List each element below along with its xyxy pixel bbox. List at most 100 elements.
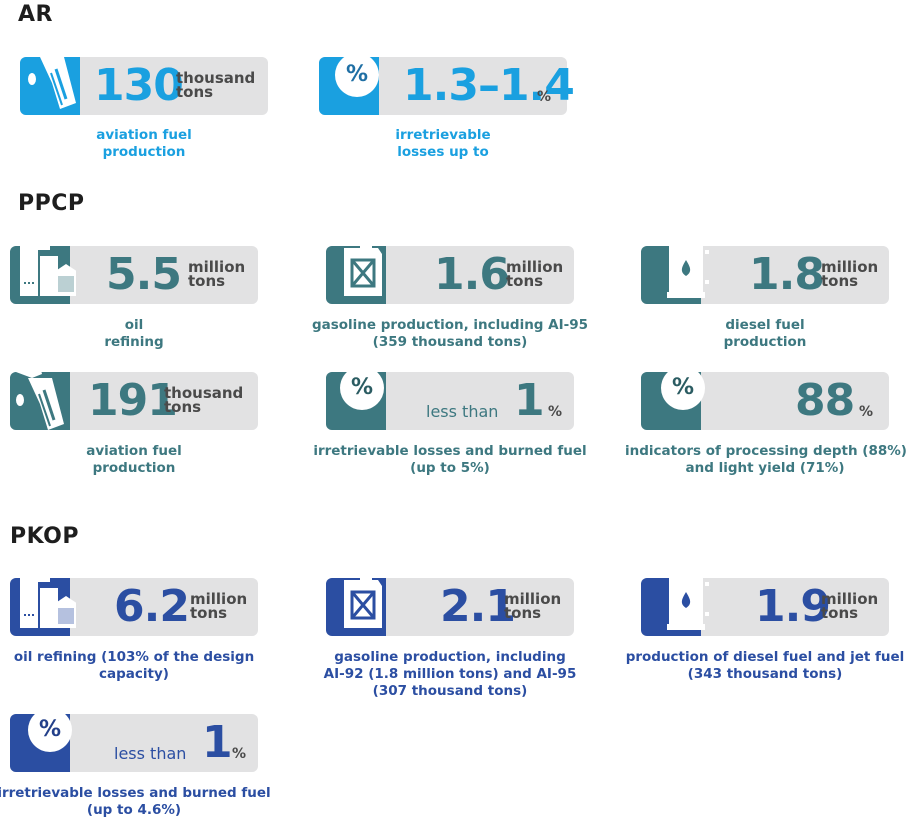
caption-line: (359 thousand tons) [372,334,528,350]
stat-card-ppcp-aviation-fuel: 191 thousand tons [10,366,258,430]
stat-caption: aviation fuel production [44,127,244,161]
stat-unit: million tons [821,258,899,290]
stat-value: 1.3–1.4 [403,60,575,111]
jerrycan-icon [344,572,382,628]
stat-value: 1 [514,375,545,426]
stat-unit: million tons [821,590,899,622]
oil-barrel-icon [667,238,709,298]
caption-line: irretrievable [395,127,491,143]
stat-card-ppcp-oil-refining: 5.5 million tons [10,240,258,304]
unit-line: tons [504,604,542,622]
stat-card-pkop-diesel-jet: 1.9 million tons [641,570,889,636]
stat-value: 1.9 [755,581,831,632]
unit-line: tons [190,604,228,622]
caption-line: production [92,460,176,476]
fuel-nozzle-icon [16,366,64,430]
caption-line: irretrievable losses and burned fuel [0,785,271,801]
stat-caption: oil refining (103% of the design capacit… [0,649,274,683]
stat-caption: aviation fuel production [34,443,234,477]
caption-line: gasoline production, including AI-95 [311,317,589,333]
stat-value: 5.5 [106,249,182,300]
caption-line: and light yield (71%) [685,460,845,476]
caption-line: aviation fuel [86,443,182,459]
stat-card-ppcp-losses: % less than 1 % [326,366,574,430]
unit-line: million [190,590,248,608]
unit-line: tons [506,272,544,290]
unit-line: tons [821,272,859,290]
jerrycan-icon [344,240,382,296]
caption-line: losses up to [397,144,489,160]
stat-unit: % [537,89,552,105]
unit-line: million [821,590,879,608]
stat-prefix: less than [114,744,187,763]
unit-line: thousand [176,69,256,87]
stat-caption: indicators of processing depth (88%) and… [625,443,907,477]
stat-caption: irretrievable losses and burned fuel (up… [0,785,279,819]
caption-line: (307 thousand tons) [372,683,528,699]
caption-line: diesel fuel [725,317,805,333]
caption-line: (up to 5%) [410,460,490,476]
stat-card-pkop-gasoline: 2.1 million tons [326,572,574,636]
section-title-ar: AR [18,2,53,27]
refinery-icon [20,572,76,628]
caption-line: oil refining (103% of the design [13,649,255,665]
stat-value: 88 [795,375,855,426]
caption-line: indicators of processing depth (88%) [625,443,907,459]
fuel-nozzle-icon [28,45,76,109]
stat-unit: million tons [506,260,584,290]
stat-unit: % [859,404,874,420]
unit-line: million [504,590,562,608]
caption-line: capacity) [99,666,169,682]
stat-caption: gasoline production, including AI-95 (35… [300,317,600,351]
stat-value: 2.1 [440,581,516,632]
stat-value: 1.8 [749,249,825,300]
percent-icon: % [335,53,379,97]
stat-card-ar-losses: % 1.3–1.4 % [319,53,575,115]
caption-line: AI-92 (1.8 million tons) and AI-95 [323,666,577,682]
percent-icon: % [340,366,384,410]
caption-line: aviation fuel [96,127,192,143]
caption-line: oil [124,317,144,333]
stat-unit: % [548,404,563,420]
stat-card-pkop-oil-refining: 6.2 million tons [10,572,258,636]
stat-caption: diesel fuel production [665,317,865,351]
unit-line: tons [164,398,202,416]
caption-line: refining [104,334,164,350]
caption-line: irretrievable losses and burned fuel [313,443,587,459]
stat-card-pkop-losses: % less than 1 % [10,708,258,772]
caption-line: production [102,144,186,160]
stat-card-ppcp-gasoline: 1.6 million tons [326,240,574,304]
stat-caption: irretrievable losses and burned fuel (up… [300,443,600,477]
unit-line: million [188,258,246,276]
caption-line: (up to 4.6%) [86,802,182,818]
percent-icon: % [28,708,72,752]
stat-card-ppcp-diesel: 1.8 million tons [641,238,889,304]
unit-line: tons [188,272,226,290]
section-title-ppcp: PPCP [18,191,85,216]
stat-unit: % [232,746,247,762]
refinery-icon [20,240,76,296]
stat-value: 1.6 [434,249,510,300]
percent-icon: % [661,366,705,410]
unit-line: tons [821,604,859,622]
stat-card-ar-aviation-fuel: 130 thousand tons [20,45,268,115]
oil-barrel-icon [667,570,709,630]
caption-line: (343 thousand tons) [687,666,843,682]
stat-unit: thousand tons [164,386,243,416]
stat-caption: gasoline production, including AI-92 (1.… [300,649,600,700]
stat-value: 1 [202,717,233,768]
stat-card-ppcp-processing-depth: % 88 % [641,366,889,430]
caption-line: gasoline production, including [334,649,566,665]
stat-value: 6.2 [114,581,190,632]
stat-caption: production of diesel fuel and jet fuel (… [620,649,910,683]
stat-value: 191 [88,375,178,426]
stat-prefix: less than [426,402,499,421]
caption-line: production of diesel fuel and jet fuel [625,649,905,665]
unit-line: tons [176,83,214,101]
stat-unit: thousand tons [176,69,256,101]
stat-unit: million tons [188,258,266,290]
stat-unit: million tons [190,590,268,622]
stat-value: 130 [94,60,184,111]
section-title-pkop: PKOP [10,524,80,549]
unit-line: million [821,258,879,276]
